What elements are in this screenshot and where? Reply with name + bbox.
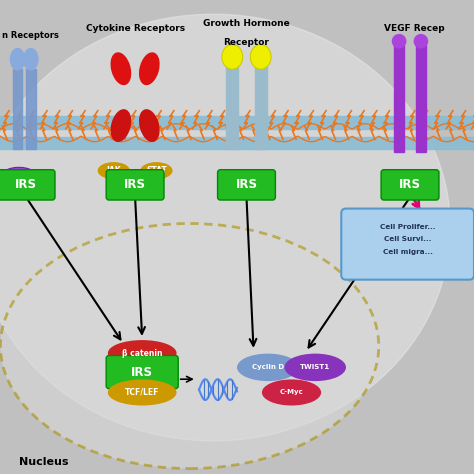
Ellipse shape (392, 35, 406, 48)
Ellipse shape (108, 340, 176, 366)
Ellipse shape (250, 45, 271, 69)
Bar (13, 69, 22, 149)
Text: Nucleus: Nucleus (19, 456, 68, 466)
Text: TCF/LEF: TCF/LEF (125, 388, 159, 397)
Bar (394, 45, 404, 152)
Ellipse shape (24, 49, 38, 70)
Ellipse shape (0, 14, 450, 441)
Ellipse shape (140, 162, 173, 179)
Text: C-Myc: C-Myc (280, 390, 303, 395)
Text: IRS: IRS (15, 178, 37, 191)
Text: Cyclin D: Cyclin D (252, 365, 284, 370)
Text: Cell Prolifer...: Cell Prolifer... (380, 224, 436, 229)
Text: IRS: IRS (131, 365, 153, 379)
Bar (0, 137, 474, 149)
Ellipse shape (414, 35, 428, 48)
Text: FAK: FAK (11, 172, 27, 181)
Bar (0, 116, 474, 129)
Text: Cell migra...: Cell migra... (383, 249, 433, 255)
FancyBboxPatch shape (218, 170, 275, 200)
Text: VEGF Recep: VEGF Recep (384, 24, 445, 33)
Ellipse shape (140, 53, 159, 84)
Ellipse shape (284, 354, 346, 381)
Text: STAT: STAT (146, 166, 167, 175)
Ellipse shape (111, 53, 130, 84)
FancyBboxPatch shape (381, 170, 439, 200)
Ellipse shape (0, 224, 379, 468)
Text: IRS: IRS (399, 178, 421, 191)
Bar (26, 69, 36, 149)
Ellipse shape (98, 162, 130, 179)
Ellipse shape (1, 167, 37, 185)
Text: Cytokine Receptors: Cytokine Receptors (85, 24, 185, 33)
Bar (416, 45, 426, 152)
Ellipse shape (140, 110, 159, 141)
Text: β catenin: β catenin (122, 349, 163, 357)
Ellipse shape (222, 45, 243, 69)
Text: TWIST1: TWIST1 (300, 365, 330, 370)
Ellipse shape (108, 379, 176, 406)
FancyBboxPatch shape (106, 356, 178, 389)
Ellipse shape (111, 110, 130, 141)
Text: Growth Hormone: Growth Hormone (203, 19, 290, 28)
Ellipse shape (237, 354, 299, 381)
Text: JAK: JAK (107, 166, 121, 175)
FancyBboxPatch shape (0, 170, 55, 200)
Text: IRS: IRS (236, 178, 257, 191)
FancyBboxPatch shape (106, 170, 164, 200)
Bar (226, 66, 238, 149)
FancyBboxPatch shape (341, 209, 474, 280)
Text: Cell Survi...: Cell Survi... (384, 237, 431, 242)
Text: Receptor: Receptor (224, 38, 269, 47)
Ellipse shape (10, 49, 25, 70)
Ellipse shape (262, 379, 321, 406)
Bar (255, 66, 267, 149)
Text: n Receptors: n Receptors (2, 31, 59, 40)
Text: IRS: IRS (124, 178, 146, 191)
